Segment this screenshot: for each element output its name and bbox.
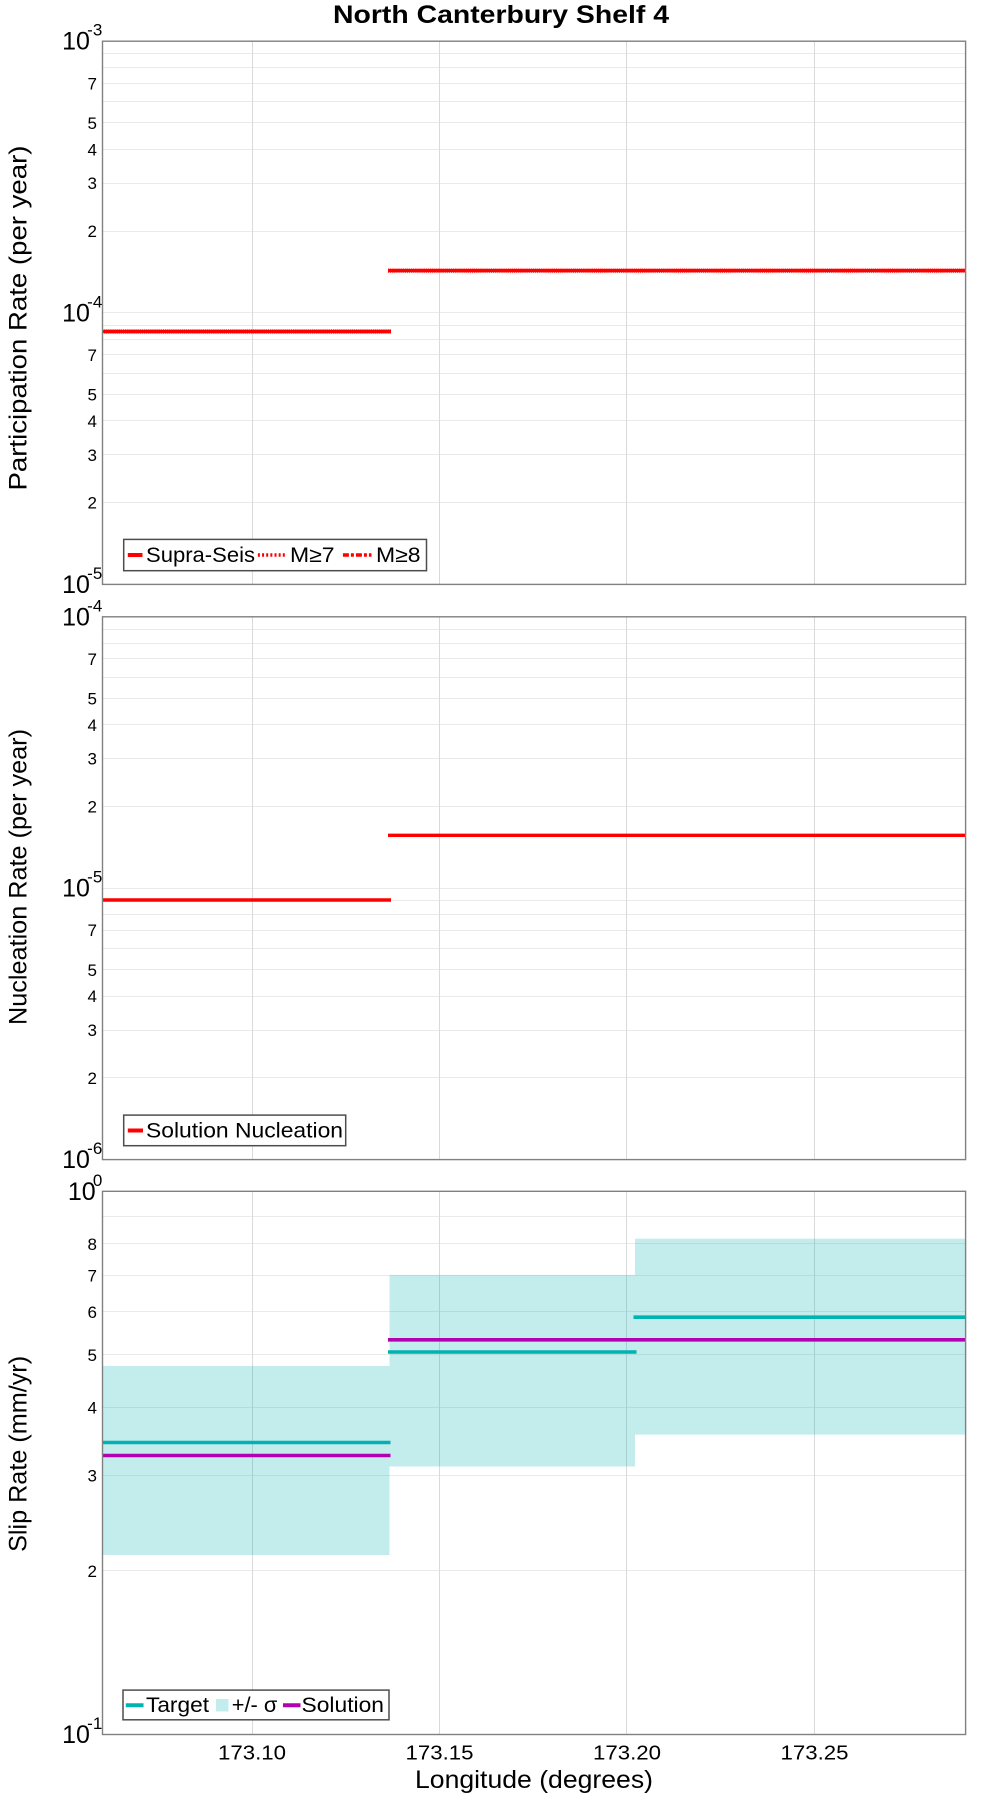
svg-text:Supra-Seis: Supra-Seis (146, 544, 255, 567)
svg-text:2: 2 (88, 1562, 97, 1581)
svg-text:North Canterbury Shelf 4: North Canterbury Shelf 4 (333, 1, 669, 29)
svg-text:173.20: 173.20 (593, 1743, 661, 1765)
svg-text:4: 4 (88, 716, 97, 735)
svg-text:100: 100 (68, 1171, 102, 1206)
svg-text:5: 5 (88, 961, 97, 980)
svg-text:3: 3 (88, 1021, 97, 1040)
svg-text:5: 5 (88, 1346, 97, 1365)
svg-text:7: 7 (88, 74, 97, 93)
svg-text:Target: Target (146, 1694, 209, 1717)
svg-text:Longitude (degrees): Longitude (degrees) (415, 1766, 653, 1794)
svg-text:5: 5 (88, 114, 97, 133)
svg-text:5: 5 (88, 690, 97, 709)
svg-text:M≥8: M≥8 (376, 544, 421, 567)
svg-text:10-4: 10-4 (62, 292, 102, 327)
svg-text:4: 4 (88, 140, 97, 159)
svg-text:2: 2 (88, 222, 97, 241)
svg-text:+/- σ: +/- σ (232, 1694, 278, 1717)
svg-text:7: 7 (88, 650, 97, 669)
svg-text:5: 5 (88, 386, 97, 405)
svg-text:Participation Rate (per year): Participation Rate (per year) (5, 146, 33, 491)
svg-text:3: 3 (88, 1466, 97, 1485)
svg-text:4: 4 (88, 987, 97, 1006)
svg-text:10-3: 10-3 (62, 21, 102, 56)
svg-text:10-5: 10-5 (62, 868, 102, 903)
svg-text:Nucleation Rate (per year): Nucleation Rate (per year) (5, 729, 33, 1025)
svg-text:Slip Rate (mm/yr): Slip Rate (mm/yr) (5, 1356, 33, 1552)
svg-text:7: 7 (88, 1266, 97, 1285)
svg-text:10-1: 10-1 (62, 1714, 102, 1749)
svg-text:3: 3 (88, 174, 97, 193)
svg-text:10-4: 10-4 (62, 596, 102, 631)
svg-text:10-6: 10-6 (62, 1139, 102, 1174)
svg-text:8: 8 (88, 1235, 97, 1254)
svg-text:4: 4 (88, 412, 97, 431)
svg-text:7: 7 (88, 921, 97, 940)
svg-text:10-5: 10-5 (62, 564, 102, 599)
svg-text:3: 3 (88, 446, 97, 465)
svg-text:2: 2 (88, 494, 97, 513)
svg-text:173.15: 173.15 (406, 1743, 474, 1765)
svg-text:173.25: 173.25 (781, 1743, 849, 1765)
svg-text:6: 6 (88, 1303, 97, 1322)
svg-text:M≥7: M≥7 (290, 544, 335, 567)
svg-text:4: 4 (88, 1399, 97, 1418)
svg-text:2: 2 (88, 798, 97, 817)
svg-text:7: 7 (88, 346, 97, 365)
svg-text:2: 2 (88, 1069, 97, 1088)
svg-text:173.10: 173.10 (218, 1743, 286, 1765)
svg-text:3: 3 (88, 750, 97, 769)
svg-text:Solution: Solution (302, 1694, 385, 1717)
svg-text:Solution Nucleation: Solution Nucleation (146, 1120, 343, 1143)
